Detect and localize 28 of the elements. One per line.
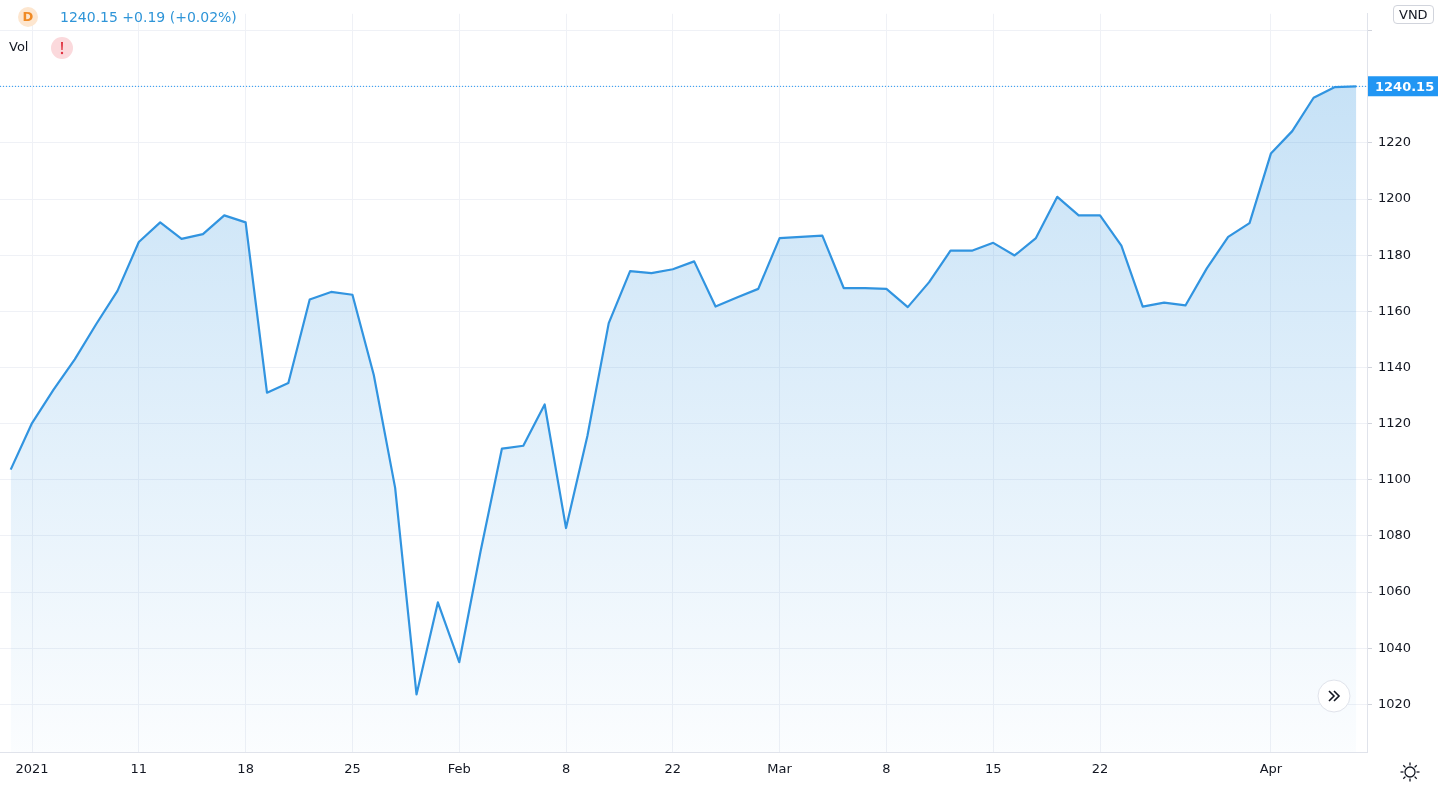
x-tick-label: 8 (882, 761, 891, 777)
y-tick-label: 1160 (1378, 302, 1412, 318)
x-tick-label: 8 (561, 761, 571, 777)
y-tick-label: 1020 (1378, 695, 1412, 711)
y-tick-label: 1220 (1378, 134, 1412, 150)
text: VND (1393, 5, 1434, 24)
y-tick-label: 1200 (1378, 190, 1412, 206)
x-tick-label: 15 (984, 761, 1002, 777)
annotation: D (18, 7, 38, 27)
x-tick-label: Mar (767, 761, 793, 777)
x-tick-label: Apr (1259, 761, 1283, 777)
y-tick-label: 1060 (1378, 583, 1412, 599)
y-tick-label: 1080 (1378, 527, 1412, 543)
x-tick-label: 22 (664, 761, 682, 777)
x-tick-label: 11 (130, 761, 148, 777)
x-tick-label: 22 (1091, 761, 1109, 777)
y-tick-label: 1100 (1378, 471, 1412, 487)
x-tick-label: 2021 (15, 761, 49, 777)
y-tick-label: 1180 (1378, 246, 1412, 262)
annotation: 1240.15 +0.19 (+0.02%) (60, 9, 237, 25)
x-tick-label: Feb (447, 761, 471, 777)
y-tick-label: 1040 (1378, 639, 1412, 655)
y-tick-label: 1140 (1378, 358, 1412, 374)
annotation: Vol (9, 39, 29, 54)
y-tick-label: 1120 (1378, 414, 1412, 430)
ref-line-label: 1240.15 (1375, 78, 1435, 94)
x-tick-label: 18 (237, 761, 254, 777)
x-tick-label: 25 (344, 761, 361, 777)
